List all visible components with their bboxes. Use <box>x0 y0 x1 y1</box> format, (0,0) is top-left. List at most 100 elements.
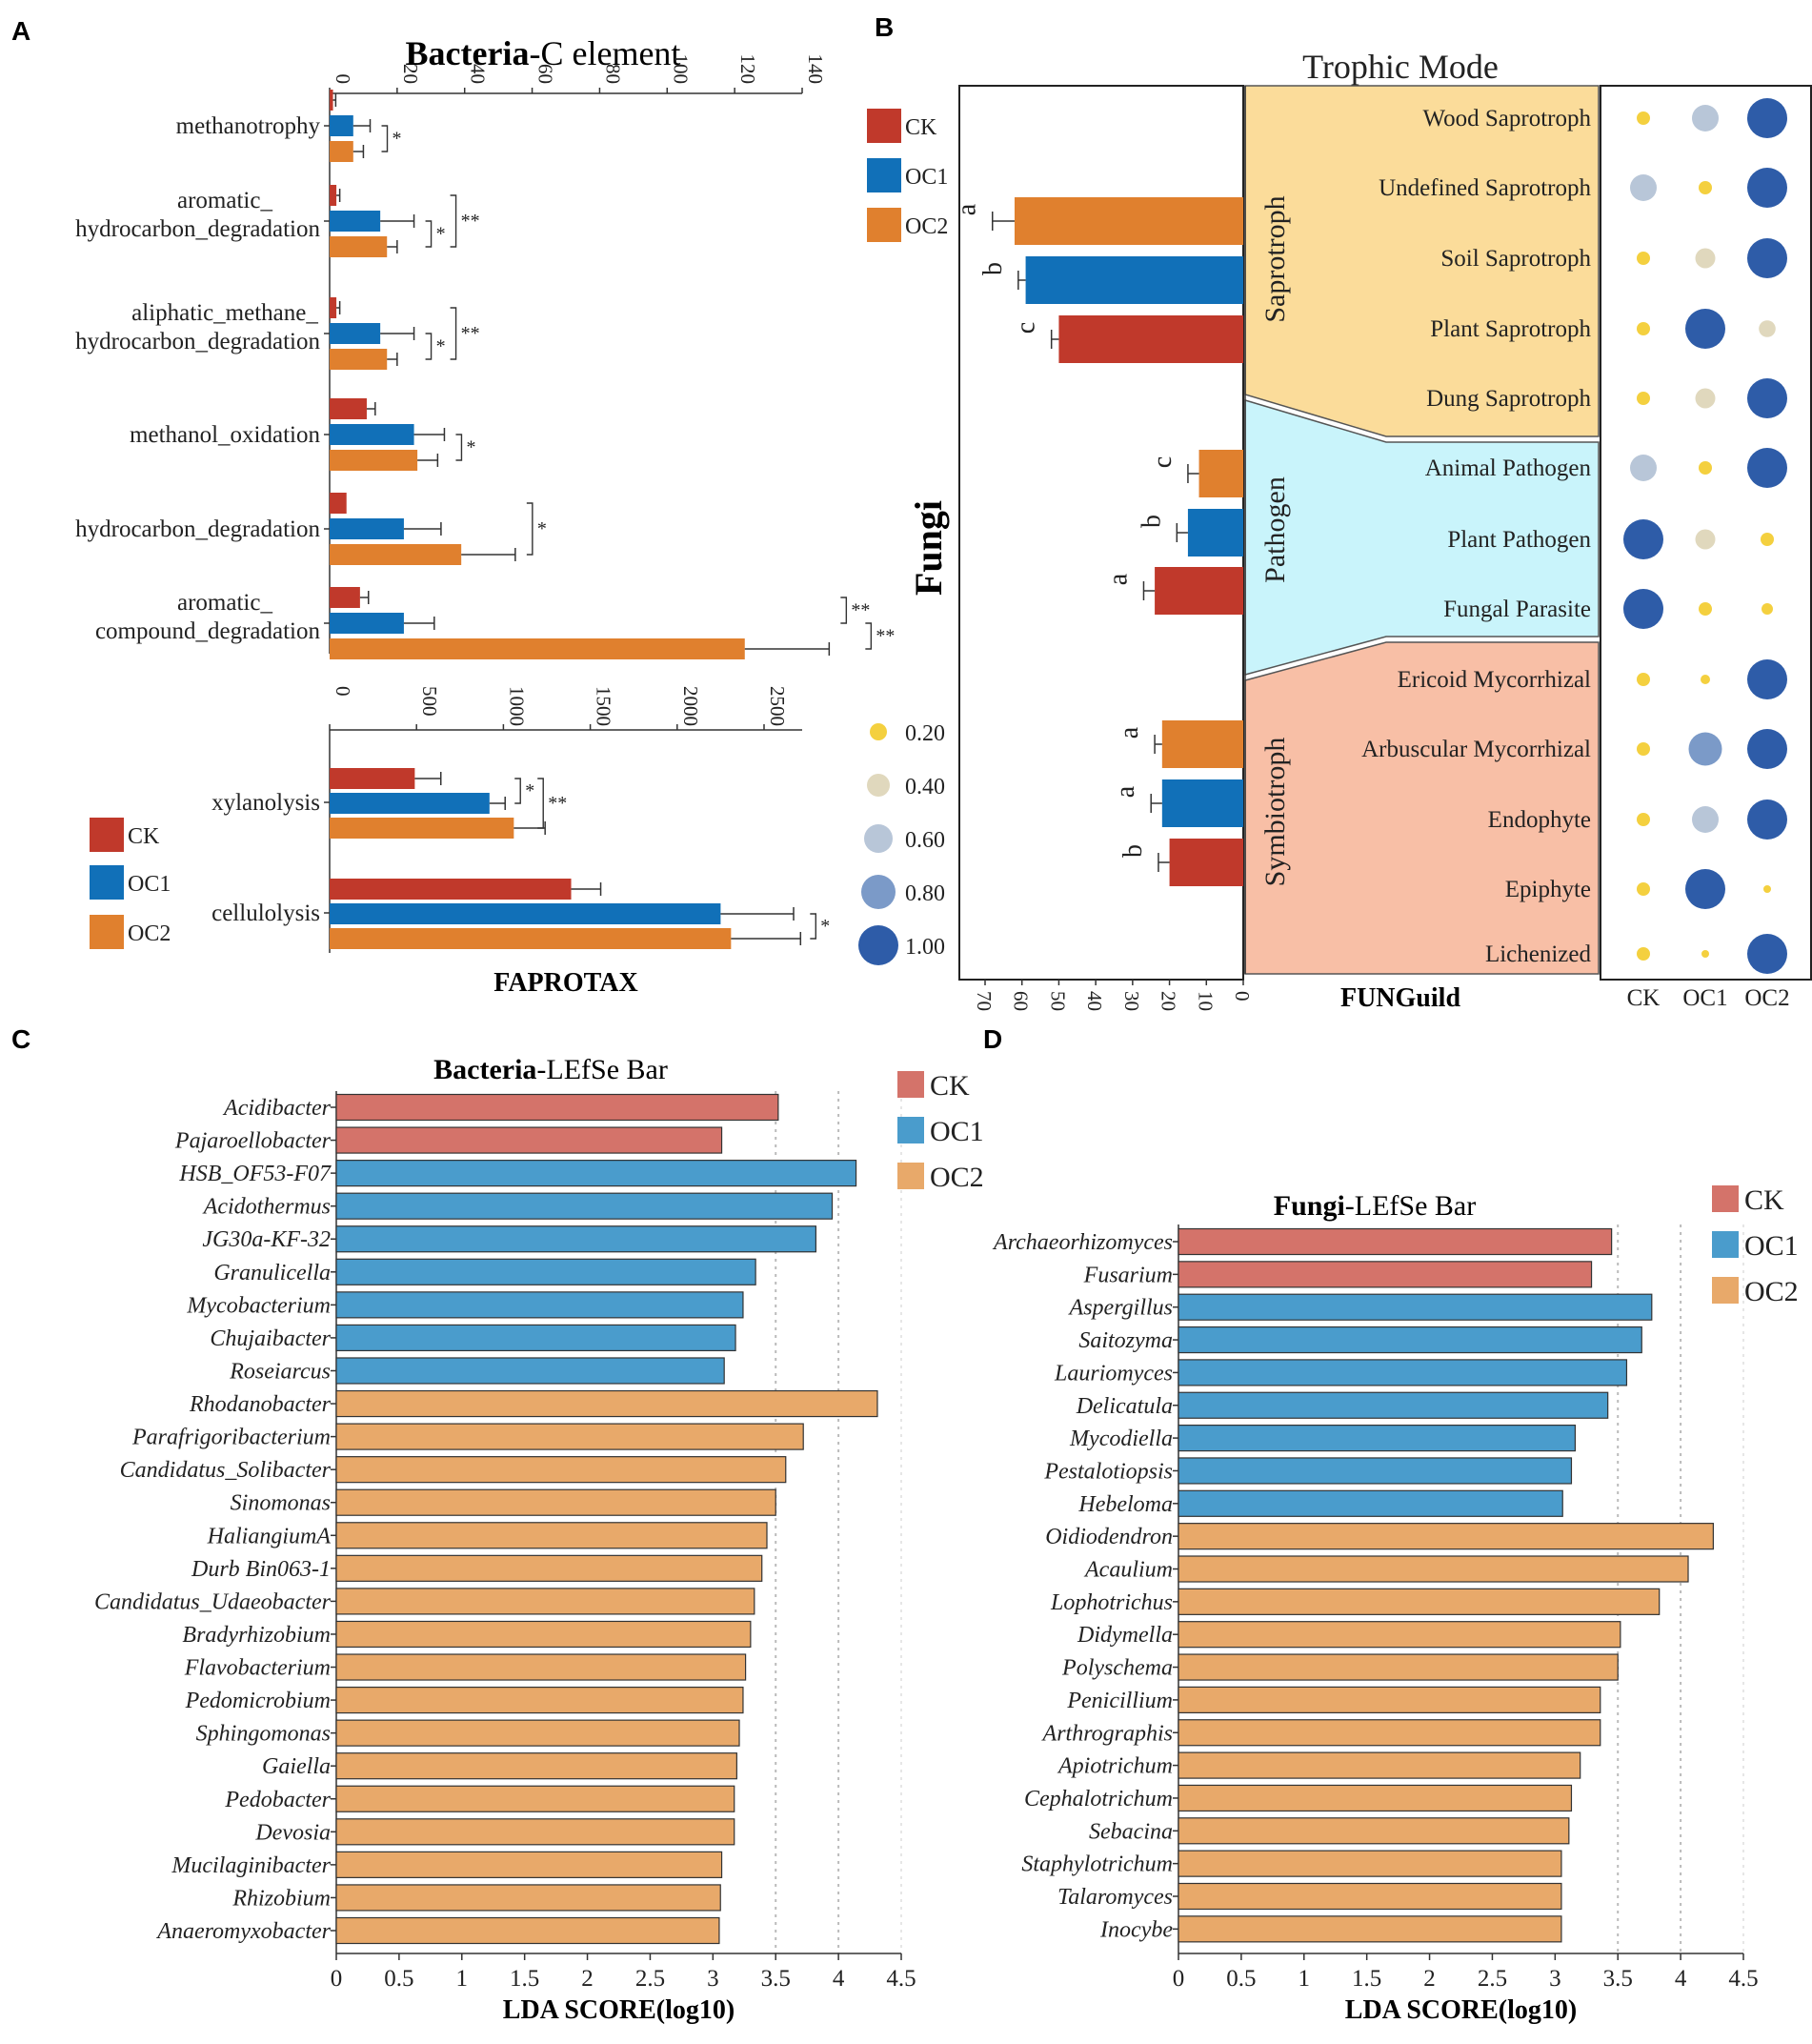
b-guild-label-11: Epiphyte <box>1505 877 1591 902</box>
d-taxon-label-8: Hebeloma <box>1077 1492 1173 1517</box>
c-tick-label-7: 3.5 <box>761 1966 791 1992</box>
d-bar-21 <box>1178 1915 1562 1943</box>
b-letter-Pathogen-OC2: c <box>1148 456 1178 468</box>
c-bar-22 <box>335 1818 735 1846</box>
d-tick-label-4: 2 <box>1423 1966 1436 1992</box>
dot-legend-circle-0.20 <box>870 723 887 740</box>
a2-xlabel: FAPROTAX <box>493 968 637 998</box>
c-title-rest: -LEfSe Bar <box>536 1054 667 1085</box>
b-dot-12-OC2 <box>1747 934 1787 974</box>
a-top-legend-label-CK: CK <box>905 115 937 140</box>
c-bar-20 <box>335 1752 737 1780</box>
d-taxon-label-5: Delicatula <box>1076 1394 1173 1419</box>
a-top-legend-swatch-OC2 <box>867 208 901 242</box>
a-sig-3-0 <box>455 434 463 461</box>
a2-sig-1-0-label: * <box>820 916 830 937</box>
d-tick-label-9: 4.5 <box>1728 1966 1758 1992</box>
d-tick-label-0: 0 <box>1173 1966 1185 1992</box>
a-bar-0-OC2 <box>330 141 353 162</box>
b-dot-7-OC1 <box>1699 602 1712 616</box>
a2-bar-0-OC1 <box>330 793 490 814</box>
c-taxon-label-13: HaliangiumA <box>207 1524 332 1548</box>
a-tick-label-60: 60 <box>534 64 557 84</box>
b-guild-label-9: Arbuscular Mycorrhizal <box>1361 737 1591 762</box>
d-bar-18 <box>1178 1817 1570 1845</box>
a-sig-1-0-label: * <box>436 224 446 245</box>
d-bar-1 <box>1178 1261 1593 1288</box>
a-bottom-legend-label-OC2: OC2 <box>128 921 171 946</box>
a-cat-label-3: methanol_oxidation <box>130 422 320 448</box>
c-legend-label-OC1: OC1 <box>930 1116 984 1147</box>
b-dot-6-OC2 <box>1761 533 1774 546</box>
d-bar-12 <box>1178 1621 1621 1649</box>
c-taxon-label-2: HSB_OF53-F07 <box>178 1162 332 1186</box>
panel-letter-d: D <box>983 1024 1002 1054</box>
a-tick-label-20: 20 <box>399 64 422 84</box>
b-dot-4-OC2 <box>1747 378 1787 418</box>
d-taxon-label-13: Polyschema <box>1061 1656 1173 1681</box>
d-bar-20 <box>1178 1882 1562 1911</box>
c-bar-17 <box>335 1653 747 1681</box>
b-tick-label-50: 50 <box>1046 991 1069 1011</box>
c-bar-0 <box>335 1093 779 1122</box>
b-tick-label-40: 40 <box>1083 991 1106 1011</box>
c-taxon-label-5: Granulicella <box>213 1261 331 1285</box>
b-guild-label-3: Plant Saprotroph <box>1430 316 1591 342</box>
a-tick-label-0: 0 <box>332 74 354 85</box>
c-taxon-label-12: Sinomonas <box>231 1491 331 1516</box>
c-taxon-label-24: Rhizobium <box>232 1886 331 1911</box>
a-bar-4-OC2 <box>330 544 462 565</box>
a2-bar-1-OC1 <box>330 903 721 924</box>
b-dot-3-OC2 <box>1759 320 1776 337</box>
c-tick-label-9: 4.5 <box>886 1966 916 1992</box>
d-bar-19 <box>1178 1850 1562 1877</box>
a-cat-label-5-2: compound_degradation <box>95 618 321 644</box>
a-bar-2-OC1 <box>330 323 381 344</box>
c-xlabel: LDA SCORE(log10) <box>503 1995 735 2025</box>
a2-bar-1-CK <box>330 879 572 900</box>
a-cat-label-1-1: aromatic_ <box>177 188 272 213</box>
a-bar-5-OC1 <box>330 613 404 634</box>
c-taxon-label-4: JG30a-KF-32 <box>202 1227 331 1252</box>
d-taxon-label-14: Penicillium <box>1066 1689 1173 1713</box>
d-bar-4 <box>1178 1359 1628 1386</box>
c-title: Bacteria-LEfSe Bar <box>433 1054 668 1085</box>
a-bar-3-OC1 <box>330 424 414 445</box>
b-dot-11-OC1 <box>1685 869 1725 909</box>
b-dot-9-OC1 <box>1688 732 1722 766</box>
b-dot-2-OC2 <box>1747 238 1787 278</box>
b-dot-4-CK <box>1637 392 1650 405</box>
a-top-legend-label-OC1: OC1 <box>905 165 948 190</box>
d-bar-13 <box>1178 1653 1619 1681</box>
dot-legend-label-1.00: 1.00 <box>905 935 945 960</box>
a2-cat-label-0: xylanolysis <box>211 790 320 816</box>
b-dot-9-CK <box>1637 742 1650 756</box>
panel-letter-a: A <box>11 16 30 46</box>
d-legend-label-OC1: OC1 <box>1744 1230 1799 1262</box>
a-sig-5-1-label: ** <box>876 626 895 647</box>
d-bar-10 <box>1178 1555 1689 1583</box>
c-bar-14 <box>335 1554 763 1582</box>
a-bar-5-CK <box>330 587 360 608</box>
a-bar-3-CK <box>330 398 367 419</box>
c-taxon-label-23: Mucilaginibacter <box>171 1853 331 1878</box>
b-letter-Symbiotroph-OC1: a <box>1111 785 1140 798</box>
a-bar-5-OC2 <box>330 638 745 659</box>
b-dot-6-CK <box>1623 519 1663 559</box>
d-bar-7 <box>1178 1457 1573 1485</box>
c-bar-8 <box>335 1357 725 1385</box>
b-tick-label-0: 0 <box>1231 991 1254 1002</box>
d-taxon-label-6: Mycodiella <box>1069 1427 1173 1451</box>
b-guild-label-7: Fungal Parasite <box>1443 597 1591 622</box>
c-taxon-label-21: Pedobacter <box>224 1788 331 1812</box>
c-taxon-label-25: Anaeromyxobacter <box>155 1919 331 1944</box>
a-cat-label-0: methanotrophy <box>176 113 321 139</box>
d-legend-swatch-OC1 <box>1712 1231 1739 1258</box>
b-dot-1-OC2 <box>1747 168 1787 208</box>
a2-sig-1-0 <box>810 913 817 940</box>
a-bar-0-CK <box>330 90 333 111</box>
d-xlabel: LDA SCORE(log10) <box>1345 1995 1577 2025</box>
b-dot-8-OC1 <box>1701 675 1710 684</box>
a2-tick-label-0: 0 <box>332 686 354 697</box>
